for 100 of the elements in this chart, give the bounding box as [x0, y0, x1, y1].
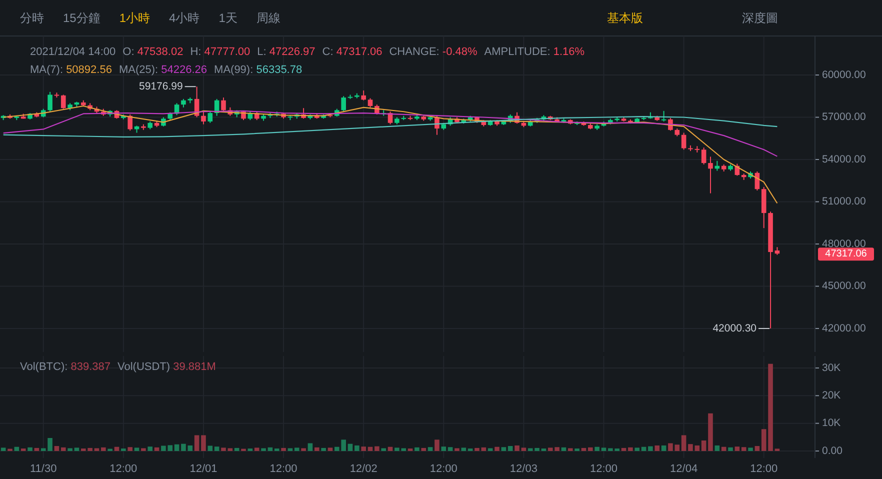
bar [14, 446, 20, 451]
y-tick-label: 0.00 [822, 444, 843, 457]
bar [101, 447, 106, 451]
annotation: C: 47317.06 [322, 46, 382, 58]
annotation: AMPLITUDE: 1.16% [484, 46, 585, 58]
annotation: Vol(BTC): 839.387 [20, 360, 110, 373]
bar [501, 447, 506, 451]
x-tick-label: 12:00 [430, 463, 458, 475]
bar [588, 447, 593, 451]
bar [28, 447, 32, 451]
bar [321, 448, 326, 451]
candlestick [761, 186, 766, 229]
bar [268, 447, 273, 451]
annotation: MA(99): 56335.78 [214, 64, 302, 76]
bar [34, 448, 40, 451]
x-tick-label: 12/01 [190, 463, 218, 475]
bar [381, 448, 386, 451]
bar [661, 445, 666, 451]
bar [348, 444, 353, 451]
bar [421, 448, 426, 451]
annotation: Vol(USDT) 39.881M [118, 360, 216, 373]
bar [368, 446, 373, 451]
bar [594, 446, 600, 451]
bar [721, 446, 726, 451]
candlestick [208, 111, 213, 124]
annotation: CHANGE: -0.48% [389, 46, 478, 58]
bar [261, 448, 266, 451]
candlestick [128, 114, 132, 132]
bar [154, 447, 160, 451]
x-tick-label: 12:00 [750, 463, 778, 475]
bar [374, 446, 380, 451]
bar [294, 448, 300, 451]
annotation: L: 47226.97 [257, 46, 316, 58]
annotation: 59176.99 [139, 80, 183, 92]
candlestick [201, 111, 206, 125]
bar [628, 447, 633, 451]
bar [314, 447, 320, 451]
bar [201, 435, 206, 451]
bar [68, 448, 72, 451]
bar [734, 446, 740, 451]
x-tick-label: 12:00 [110, 463, 138, 475]
candlestick [661, 110, 666, 122]
annotation: MA(7): 50892.56 [30, 64, 112, 76]
bar [128, 447, 132, 451]
y-tick-label: 42000.00 [822, 322, 866, 334]
candlestick [701, 147, 706, 165]
bar [754, 446, 760, 451]
annotation: O: 47538.02 [122, 46, 184, 58]
bar [581, 448, 586, 451]
bar [561, 447, 566, 451]
x-tick-label: 12:00 [590, 463, 618, 475]
bar [748, 448, 753, 451]
bar [141, 448, 146, 451]
bar [74, 448, 80, 451]
bar [228, 448, 233, 451]
text: 15分鐘 [63, 11, 100, 26]
y-tick-label: 48000.00 [822, 238, 866, 250]
y-tick-label: 60000.00 [822, 68, 866, 81]
line-series [2, 110, 778, 157]
bar [134, 448, 140, 451]
bar [361, 446, 366, 451]
text: 47317.06 [825, 248, 868, 260]
bar [234, 448, 240, 451]
text: 周線 [256, 11, 280, 26]
x-tick-label: 12/04 [670, 463, 698, 475]
bar [461, 448, 466, 451]
bar [508, 446, 513, 451]
bar [441, 446, 446, 451]
candlestick [341, 96, 346, 112]
bar [701, 440, 706, 451]
bar [488, 448, 493, 451]
bar [281, 448, 286, 451]
bar [254, 448, 260, 451]
y-tick-label: 20K [822, 389, 841, 402]
x-tick-label: 12:00 [270, 463, 298, 475]
text: 1天 [218, 11, 238, 26]
bar [388, 446, 393, 451]
line-series [2, 116, 778, 138]
candlestick [48, 91, 52, 112]
bar [194, 435, 200, 451]
bar [428, 447, 433, 451]
text: 分時 [20, 11, 44, 26]
bar [521, 448, 526, 451]
candlestick [368, 98, 373, 108]
bar [148, 446, 152, 451]
candlestick [221, 97, 226, 112]
candlestick [708, 156, 713, 194]
bar [328, 448, 333, 451]
annotation: 2021/12/04 14:00 [30, 46, 116, 58]
bar [514, 445, 520, 451]
bar [94, 448, 100, 451]
bar [454, 448, 460, 451]
text: 深度圖 [742, 11, 778, 26]
candlestick [681, 132, 686, 150]
annotation: 42000.30 [712, 322, 757, 334]
candlestick [60, 94, 66, 110]
text: 1小時 [119, 11, 150, 26]
bar [641, 446, 646, 451]
x-tick-label: 11/30 [30, 463, 57, 475]
bar [481, 447, 486, 451]
